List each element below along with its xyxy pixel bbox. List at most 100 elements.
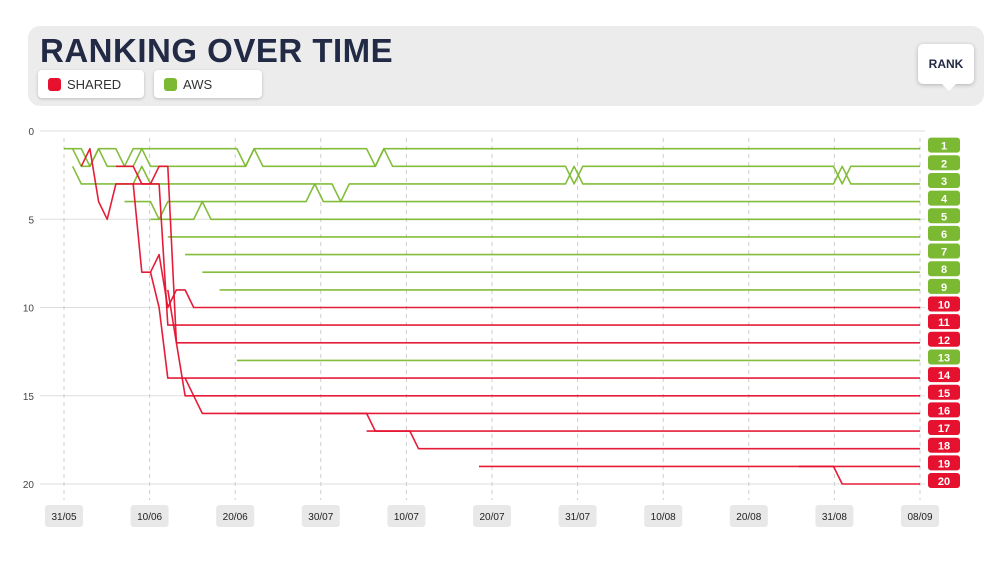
- y-tick-label: 10: [23, 304, 35, 315]
- x-tick-bg: [473, 505, 511, 527]
- series-line-shared-10: [80, 147, 920, 309]
- rank-badge-label: 12: [938, 335, 950, 347]
- rank-badge: 18: [928, 437, 960, 453]
- x-tick: 08/09: [901, 505, 939, 527]
- rank-badge-label: 10: [938, 300, 950, 312]
- series-line-shared-14: [149, 272, 920, 379]
- rank-badge: 14: [928, 367, 960, 383]
- rank-badge-bg: [928, 243, 960, 259]
- series-line-aws-2: [71, 147, 920, 185]
- series-line-shared-12: [133, 165, 920, 344]
- series-line-shared-15: [167, 289, 920, 397]
- x-tick: 30/07: [301, 505, 340, 527]
- x-tick: 10/07: [387, 505, 426, 527]
- legend-label-aws: AWS: [183, 76, 213, 92]
- x-tick-label: 20/06: [223, 512, 248, 523]
- rank-badge-label: 6: [941, 229, 947, 241]
- y-tick-label: 5: [28, 215, 34, 226]
- rank-badge-bg: [928, 225, 960, 241]
- rank-badge-label: 4: [941, 194, 948, 206]
- rank-badge: 15: [928, 384, 960, 400]
- series-line-aws-4: [124, 183, 920, 221]
- x-tick: 31/07: [558, 505, 597, 527]
- rank-badge-bg: [928, 473, 960, 488]
- rank-badge-label: 17: [938, 423, 950, 435]
- series-line-aws-3: [71, 165, 920, 203]
- rank-badge: 9: [928, 278, 960, 294]
- x-tick: 20/08: [729, 505, 768, 527]
- legend-swatch-shared: [48, 77, 61, 91]
- rank-badge-label: 19: [938, 458, 950, 470]
- aws-series-layer: [64, 147, 920, 362]
- y-axis: 0 5 10 15 20: [23, 127, 35, 491]
- y-tick-label: 15: [23, 392, 35, 403]
- rank-badge-label: 15: [938, 388, 950, 400]
- rank-button[interactable]: RANK: [918, 44, 974, 91]
- x-tick-bg: [644, 505, 683, 527]
- x-tick-bg: [387, 505, 426, 527]
- rank-badge-label: 1: [941, 141, 947, 153]
- shared-series-layer: [80, 147, 920, 485]
- x-tick-bg: [729, 505, 768, 527]
- rank-badge-label: 13: [938, 352, 950, 364]
- rank-badge: 19: [928, 455, 960, 471]
- rank-badge-label: 5: [941, 211, 947, 223]
- x-tick-label: 31/07: [565, 512, 590, 523]
- series-line-aws-1: [64, 147, 920, 168]
- rank-badge-label: 9: [941, 282, 947, 294]
- x-tick: 31/05: [45, 505, 83, 527]
- rank-badge-bg: [928, 208, 960, 224]
- rank-badge-label: 8: [941, 264, 947, 276]
- x-tick: 20/07: [473, 505, 511, 527]
- legend-label-shared: SHARED: [67, 76, 122, 92]
- x-tick-bg: [301, 505, 340, 527]
- rank-badge: 10: [928, 296, 960, 312]
- rank-badge: 12: [928, 331, 960, 347]
- legend-swatch-aws: [164, 77, 177, 91]
- x-tick-label: 31/05: [51, 512, 76, 523]
- rank-badge: 17: [928, 420, 960, 436]
- x-tick-label: 10/08: [651, 512, 676, 523]
- rank-badge-bg: [928, 137, 960, 153]
- x-tick: 31/08: [815, 505, 854, 527]
- chart-header: RANKING OVER TIME SHARED AWS RANK: [28, 26, 984, 106]
- series-line-shared-11: [115, 165, 920, 326]
- rank-badge: 4: [928, 190, 960, 206]
- rank-badge: 6: [928, 225, 960, 241]
- rank-badge-bg: [928, 314, 960, 330]
- rank-badge-bg: [928, 331, 960, 347]
- rank-badge-label: 14: [938, 370, 951, 382]
- rank-badge-bg: [928, 172, 960, 188]
- legend-item-aws[interactable]: AWS: [154, 70, 262, 98]
- series-line-shared-18: [366, 430, 920, 450]
- rank-badge: 20: [928, 473, 960, 488]
- rank-badge-label: 7: [941, 247, 947, 259]
- legend-item-shared[interactable]: SHARED: [38, 70, 144, 98]
- x-tick: 10/06: [130, 505, 169, 527]
- rank-badge: 3: [928, 172, 960, 188]
- rank-badge: 1: [928, 137, 960, 153]
- x-tick-label: 10/06: [137, 512, 162, 523]
- series-line-aws-5: [150, 200, 920, 221]
- rank-badge-bg: [928, 349, 960, 365]
- rank-badge-bg: [928, 437, 960, 453]
- x-tick: 20/06: [216, 505, 255, 527]
- x-tick-bg: [815, 505, 854, 527]
- rank-badge: 2: [928, 155, 960, 171]
- series-line-shared-17: [236, 412, 920, 432]
- rank-badge-bg: [928, 420, 960, 436]
- x-tick-label: 31/08: [822, 512, 847, 523]
- rank-badge-bg: [928, 155, 960, 171]
- rank-badge-label: 16: [938, 405, 950, 417]
- x-tick-label: 08/09: [907, 512, 932, 523]
- rank-badge: 8: [928, 261, 960, 277]
- rank-badge-bg: [928, 384, 960, 400]
- x-axis: 31/05 10/06 20/06 30/07 10/07 20/07 31/07 10/08…: [45, 505, 939, 527]
- y-tick-label: 20: [23, 480, 35, 491]
- rank-badge-label: 11: [938, 317, 950, 329]
- rank-badge-bg: [928, 278, 960, 294]
- x-tick-bg: [558, 505, 597, 527]
- rank-badge: 11: [928, 314, 960, 330]
